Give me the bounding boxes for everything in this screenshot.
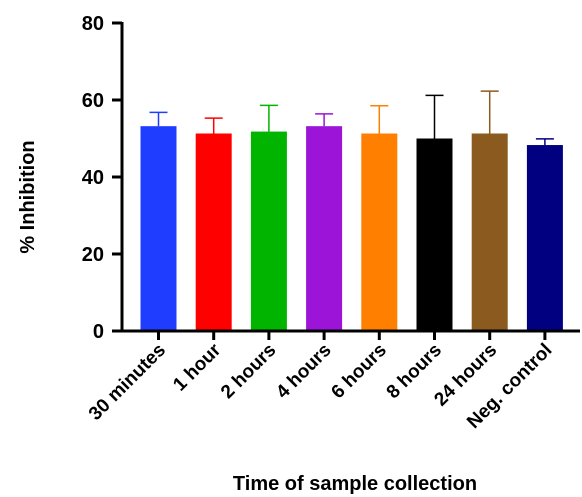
y-tick-label-2: 40 bbox=[82, 167, 104, 189]
y-ticks-group: 0 20 40 60 80 bbox=[82, 13, 122, 343]
bar-1 bbox=[195, 133, 232, 331]
bar-7 bbox=[526, 145, 563, 331]
y-tick-label-4: 80 bbox=[82, 13, 104, 35]
x-tick-label-4: 6 hours bbox=[327, 340, 390, 403]
bar-3 bbox=[306, 126, 343, 332]
bar-2 bbox=[250, 131, 287, 331]
bar-4 bbox=[361, 133, 398, 331]
error-bars-group bbox=[149, 90, 554, 146]
bar-6 bbox=[471, 133, 508, 331]
x-tick-label-3: 4 hours bbox=[272, 340, 335, 403]
y-tick-label-0: 0 bbox=[93, 321, 104, 343]
x-axis-title: Time of sample collection bbox=[233, 473, 477, 495]
bars-group bbox=[140, 126, 563, 332]
y-tick-label-1: 20 bbox=[82, 244, 104, 266]
y-tick-label-3: 60 bbox=[82, 90, 104, 112]
axes-group bbox=[120, 22, 580, 333]
x-tick-label-0: 30 minutes bbox=[85, 340, 170, 425]
x-tick-label-2: 2 hours bbox=[217, 340, 280, 403]
bar-0 bbox=[140, 126, 177, 332]
y-axis-title: % Inhibition bbox=[17, 140, 39, 253]
bar-5 bbox=[416, 138, 453, 331]
